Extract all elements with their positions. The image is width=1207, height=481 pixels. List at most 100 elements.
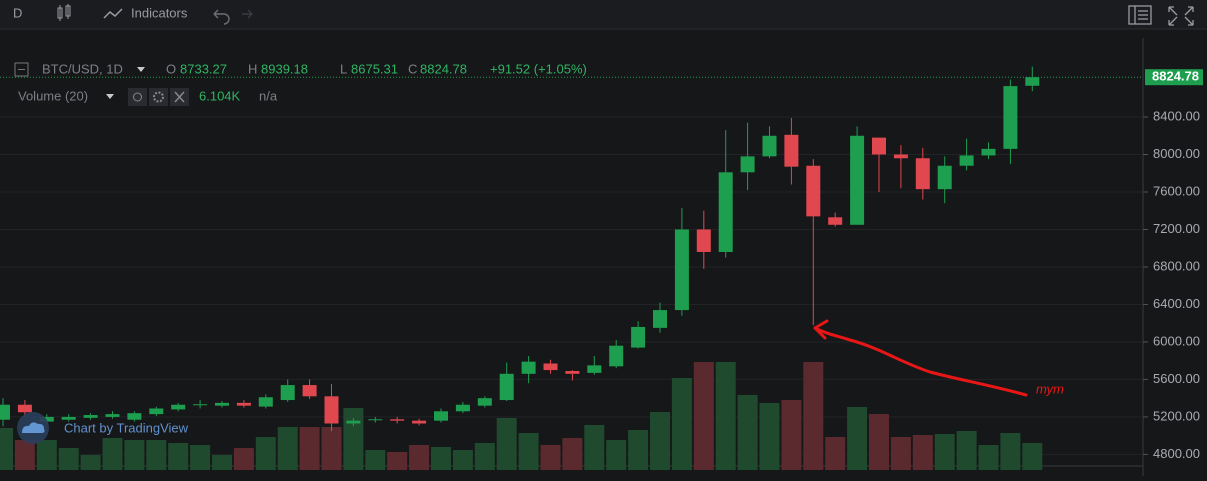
volume-bar: [496, 418, 517, 470]
toolbar: [0, 0, 1207, 29]
volume-bar: [0, 428, 13, 470]
watermark-cloud: [22, 422, 45, 433]
y-tick-label: 6000.00: [1153, 333, 1200, 348]
symbol[interactable]: BTC/USD, 1D: [42, 61, 123, 76]
candle-body: [915, 158, 930, 190]
volume-bar: [869, 414, 889, 470]
volume-bar: [1000, 433, 1021, 470]
volume-title[interactable]: Volume (20): [18, 88, 88, 103]
volume-bar: [190, 445, 211, 470]
volume-bar: [956, 431, 977, 470]
watermark-text: Chart by TradingView: [64, 420, 189, 435]
candle-body: [740, 156, 755, 173]
volume-value: 6.104K: [199, 88, 241, 103]
volume-bar: [628, 430, 649, 470]
volume-bar: [36, 440, 57, 470]
watermark: Chart by TradingView: [17, 412, 189, 444]
volume-bar: [847, 407, 868, 470]
candle-body: [83, 415, 98, 418]
last-price-box: [1145, 69, 1203, 86]
change-value: +91.52 (+1.05%): [490, 61, 587, 76]
volume-bar: [737, 395, 758, 470]
volume-bar: [277, 427, 298, 470]
y-tick-label: 5200.00: [1153, 408, 1200, 423]
y-tick-label: 7200.00: [1153, 221, 1200, 236]
volume-bar: [715, 362, 736, 470]
candle-type-icon[interactable]: [57, 4, 71, 21]
volume-bar: [978, 445, 999, 470]
candle-body: [784, 134, 799, 167]
settings-button[interactable]: [149, 88, 168, 106]
redo-button[interactable]: [242, 9, 253, 19]
volume-bar: [58, 448, 79, 470]
y-tick-label: 8000.00: [1153, 146, 1200, 161]
volume-bar: [693, 362, 714, 470]
candle-body: [127, 413, 142, 420]
volume-caret[interactable]: [106, 94, 114, 99]
remove-icon: [174, 91, 185, 103]
annotation-arrowhead: [813, 319, 829, 340]
candle-body: [434, 411, 448, 421]
candle-body: [631, 326, 646, 348]
plot-area: [0, 66, 1143, 470]
volume-bar: [255, 437, 276, 470]
symbol-caret[interactable]: [137, 67, 145, 72]
volume-bar: [233, 448, 254, 470]
volume-bar: [803, 362, 824, 470]
candle-body: [368, 419, 383, 421]
candle-body: [565, 370, 580, 374]
candle-body: [937, 165, 952, 190]
volume-bar: [540, 445, 561, 470]
volume-bar: [671, 378, 692, 470]
candle-body: [258, 397, 273, 407]
volume-bar: [606, 440, 627, 470]
volume-bar: [14, 440, 35, 470]
open-label: O: [166, 61, 176, 76]
candle-body: [959, 155, 974, 166]
low-label: L: [340, 61, 347, 76]
volume-bar: [343, 408, 364, 470]
visibility-icon: [133, 92, 142, 102]
candle-body: [236, 402, 251, 406]
volume-bar: [781, 400, 802, 470]
fullscreen-button[interactable]: [1168, 6, 1194, 26]
volume-bar: [890, 437, 911, 470]
candle-body: [280, 385, 295, 401]
candle-body: [477, 398, 492, 406]
indicators-button[interactable]: Indicators: [131, 5, 188, 20]
candle-body: [499, 373, 514, 401]
indicators-icon[interactable]: [103, 8, 123, 19]
volume-bar: [321, 427, 342, 470]
candle-body: [806, 165, 821, 217]
candle-body: [872, 137, 886, 155]
volume-bar: [409, 445, 430, 470]
candle-body: [828, 217, 843, 225]
volume-bar: [431, 447, 451, 470]
y-tick-label: 7600.00: [1153, 183, 1200, 198]
y-tick-label: 5600.00: [1153, 371, 1200, 386]
settings-icon: [153, 91, 164, 103]
interval-button[interactable]: D: [13, 5, 22, 20]
visibility-button[interactable]: [128, 88, 147, 106]
last-price-label: 8824.78: [1152, 69, 1199, 84]
candle-body: [17, 404, 32, 413]
layout-button[interactable]: [1128, 5, 1152, 25]
volume-bar: [168, 443, 189, 470]
volume-bar: [80, 455, 101, 470]
candle-body: [653, 310, 667, 328]
volume-bar: [124, 440, 145, 470]
candle-body: [302, 385, 317, 397]
candle-body: [609, 345, 624, 367]
collapse-icon[interactable]: [14, 62, 29, 77]
y-tick-label: 6800.00: [1153, 258, 1200, 273]
undo-button[interactable]: [213, 9, 230, 25]
y-tick-label: 8400.00: [1153, 108, 1200, 123]
candle-body: [149, 408, 164, 415]
candle-body: [105, 414, 120, 417]
candle-body: [521, 361, 536, 374]
annotation-text: тут: [1036, 381, 1064, 396]
volume-bar: [912, 435, 933, 470]
candle-body: [455, 404, 470, 412]
volume-bar: [146, 440, 167, 470]
